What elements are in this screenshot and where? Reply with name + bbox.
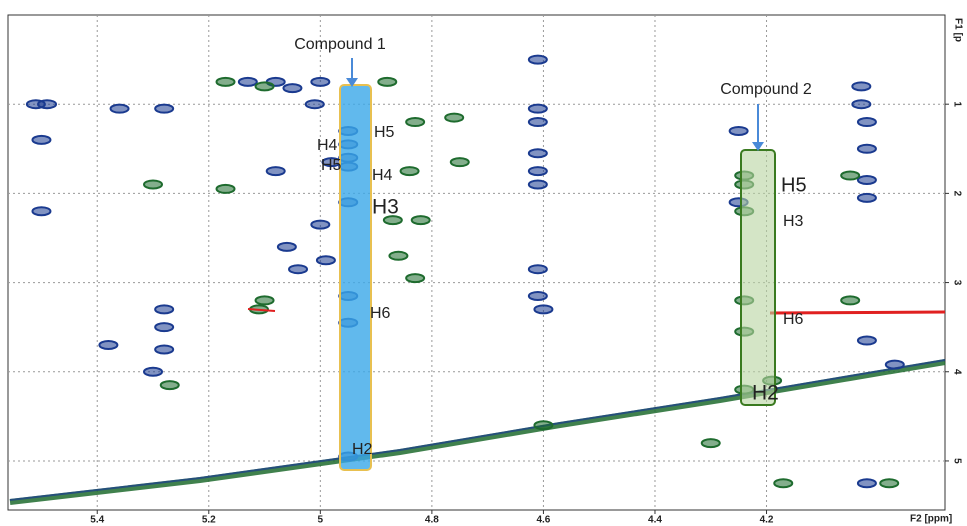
annotation: H2 — [752, 382, 779, 405]
x-tick-label: 5.4 — [90, 515, 104, 526]
annotation: H4 — [372, 167, 393, 184]
annotation: H6 — [783, 311, 804, 328]
peak — [154, 344, 175, 355]
x-tick-label: 5.2 — [202, 515, 216, 526]
peak — [31, 206, 52, 217]
peak — [879, 478, 900, 489]
annotation: H5 — [321, 157, 342, 174]
x-tick-label: 4.4 — [648, 515, 662, 526]
annotation: H5 — [374, 124, 395, 141]
peak — [856, 192, 877, 203]
peak — [310, 219, 331, 230]
peak — [405, 273, 426, 284]
peak — [527, 166, 548, 177]
annotation: H4 — [317, 137, 338, 154]
peak — [773, 478, 794, 489]
arrow-head — [346, 78, 358, 87]
peak — [31, 134, 52, 145]
peak — [856, 335, 877, 346]
peak — [154, 322, 175, 333]
peak — [159, 380, 180, 391]
peak — [527, 117, 548, 128]
artifact — [769, 310, 946, 315]
diagonal — [9, 359, 946, 505]
peak — [215, 76, 236, 87]
peak — [215, 183, 236, 194]
arrow-head — [752, 142, 764, 151]
peak — [527, 54, 548, 65]
x-tick-label: 4.6 — [536, 515, 550, 526]
annotation: H6 — [370, 305, 391, 322]
peak — [856, 117, 877, 128]
peak — [527, 103, 548, 114]
peak — [527, 179, 548, 190]
compound-1-band — [339, 84, 372, 471]
peak — [527, 148, 548, 159]
x-tick-label: 5 — [318, 515, 324, 526]
peak — [265, 166, 286, 177]
peak — [527, 290, 548, 301]
peak — [856, 175, 877, 185]
peak — [310, 76, 331, 87]
diagonal-edge — [9, 359, 946, 501]
peak — [382, 215, 403, 226]
peak — [377, 76, 398, 87]
peak — [884, 359, 905, 370]
peak — [154, 103, 175, 114]
plot-frame — [7, 14, 946, 511]
peak — [304, 99, 325, 110]
peak — [840, 295, 861, 306]
peak — [254, 295, 275, 306]
annotation: H2 — [352, 441, 373, 458]
peak — [154, 304, 175, 315]
peak — [851, 99, 872, 110]
y-axis-label: F1 [p — [952, 18, 963, 42]
artifact — [247, 308, 276, 312]
peak — [37, 99, 58, 110]
peak — [856, 478, 877, 489]
peak — [282, 83, 303, 94]
annotation: H5 — [781, 174, 807, 196]
y-tick-label: 2 — [951, 191, 962, 197]
peak — [237, 76, 258, 87]
peak — [444, 112, 465, 123]
annotation: Compound 1 — [294, 36, 386, 53]
x-tick-label: 4.8 — [425, 515, 439, 526]
annotation: H3 — [372, 196, 399, 219]
annotation: Compound 2 — [720, 81, 812, 98]
peak — [143, 179, 164, 190]
peak — [143, 366, 164, 377]
peak — [449, 157, 470, 168]
peak — [315, 255, 336, 266]
y-tick-label: 4 — [951, 369, 962, 375]
peak — [254, 81, 275, 92]
peak — [851, 81, 872, 92]
annotation: H3 — [783, 213, 804, 230]
peak — [527, 264, 548, 275]
compound-2-band — [740, 149, 776, 406]
peak — [405, 117, 426, 128]
peak — [700, 438, 721, 449]
peak — [388, 250, 409, 261]
y-tick-label: 3 — [951, 280, 962, 286]
y-tick-label: 1 — [951, 101, 962, 107]
peak — [728, 125, 749, 136]
peak — [840, 170, 861, 181]
peak — [399, 166, 420, 177]
peak — [276, 241, 297, 252]
peak — [288, 264, 309, 275]
x-tick-label: 4.2 — [760, 515, 774, 526]
x-axis-label: F2 [ppm] — [910, 514, 952, 525]
peak — [410, 215, 431, 226]
peak — [533, 420, 554, 431]
peak — [856, 143, 877, 154]
peak — [98, 340, 119, 350]
peak — [109, 103, 130, 114]
y-tick-label: 5 — [951, 458, 962, 464]
peak — [533, 304, 554, 315]
